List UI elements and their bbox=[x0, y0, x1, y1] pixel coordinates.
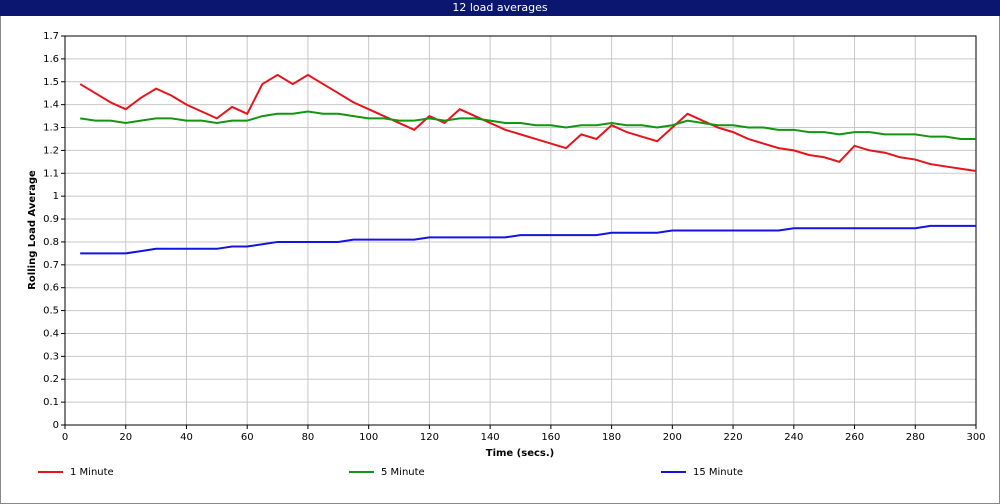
y-tick-label: 1.5 bbox=[43, 77, 59, 88]
x-tick-label: 120 bbox=[420, 432, 439, 443]
y-tick-label: 0.9 bbox=[43, 214, 59, 225]
y-tick-label: 0.8 bbox=[43, 237, 59, 248]
y-tick-label: 1.4 bbox=[43, 100, 59, 111]
y-tick-label: 0.5 bbox=[43, 306, 59, 317]
series-line bbox=[80, 224, 976, 255]
chart-title: 12 load averages bbox=[452, 1, 548, 14]
plot-border bbox=[64, 35, 977, 426]
y-tick-label: 1 bbox=[53, 191, 59, 202]
x-tick-label: 300 bbox=[966, 432, 985, 443]
x-tick-label: 220 bbox=[724, 432, 743, 443]
legend-label: 15 Minute bbox=[693, 467, 743, 478]
x-tick-label: 80 bbox=[302, 432, 315, 443]
y-axis-label: Rolling Load Average bbox=[27, 170, 38, 290]
y-tick-label: 1.3 bbox=[43, 123, 59, 134]
x-tick-label: 260 bbox=[845, 432, 864, 443]
plot-area bbox=[64, 35, 977, 426]
x-tick-label: 0 bbox=[62, 432, 68, 443]
series-line bbox=[80, 110, 976, 140]
y-tick-label: 0 bbox=[53, 420, 59, 431]
y-tick-label: 0.7 bbox=[43, 260, 59, 271]
y-tick-label: 1.7 bbox=[43, 31, 59, 42]
legend-label: 1 Minute bbox=[70, 467, 114, 478]
y-tick-label: 0.4 bbox=[43, 328, 59, 339]
y-tick-label: 1.1 bbox=[43, 168, 59, 179]
y-tick-label: 1.6 bbox=[43, 54, 59, 65]
series-line bbox=[79, 73, 977, 172]
x-axis-label: Time (secs.) bbox=[486, 448, 555, 459]
x-tick-label: 100 bbox=[359, 432, 378, 443]
title-bar bbox=[0, 0, 1000, 16]
y-tick-label: 0.1 bbox=[43, 397, 59, 408]
legend-label: 5 Minute bbox=[381, 467, 425, 478]
x-tick-label: 40 bbox=[180, 432, 193, 443]
y-tick-label: 0.3 bbox=[43, 351, 59, 362]
y-tick-label: 0.6 bbox=[43, 283, 59, 294]
x-tick-label: 180 bbox=[602, 432, 621, 443]
x-tick-label: 160 bbox=[541, 432, 560, 443]
x-tick-label: 200 bbox=[663, 432, 682, 443]
x-tick-label: 240 bbox=[784, 432, 803, 443]
y-tick-label: 0.2 bbox=[43, 374, 59, 385]
x-tick-label: 20 bbox=[119, 432, 132, 443]
x-tick-label: 140 bbox=[481, 432, 500, 443]
x-tick-label: 60 bbox=[241, 432, 254, 443]
y-tick-label: 1.2 bbox=[43, 145, 59, 156]
x-tick-label: 280 bbox=[906, 432, 925, 443]
